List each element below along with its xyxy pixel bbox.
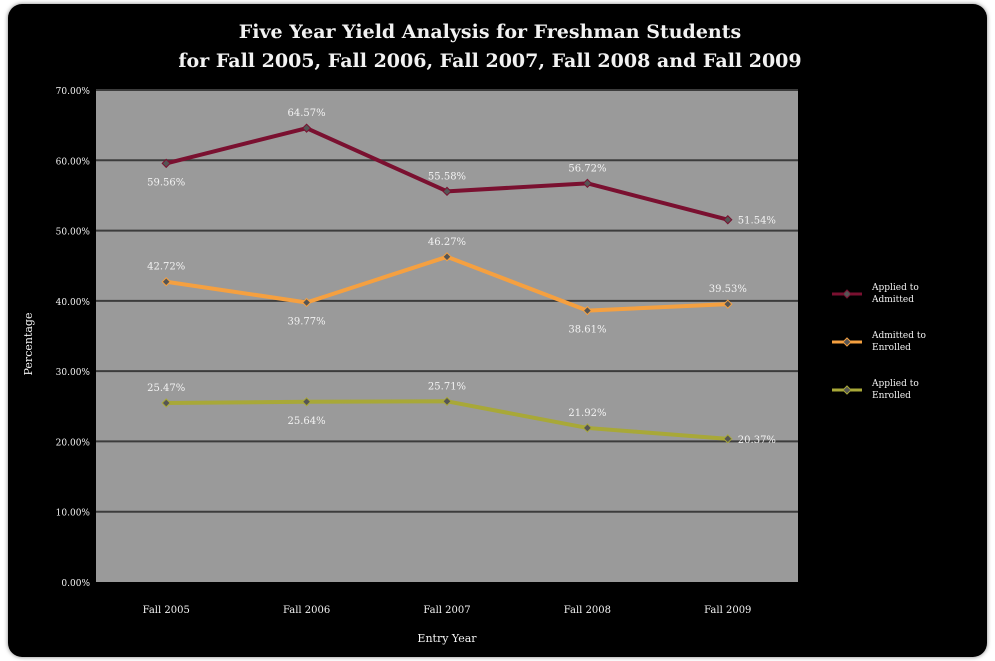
legend: Applied to Admitted Admitted to Enrolled App… [832,283,926,401]
chart-title-line-1: Five Year Yield Analysis for Freshman St… [239,21,741,43]
x-axis-label: Entry Year [417,632,477,645]
y-tick-label: 70.00% [56,87,91,97]
data-point [161,158,171,169]
legend-label: Admitted [871,295,914,305]
x-tick-label: Fall 2006 [283,605,330,616]
x-tick-label: Fall 2007 [423,605,470,616]
x-tick-label: Fall 2005 [143,605,190,616]
y-tick-label: 50.00% [56,228,91,238]
y-tick-label: 60.00% [56,157,91,167]
data-label-layer: 59.56% 64.57% 55.58% 56.72% 51.54% 42.72% 39.7… [147,108,776,446]
legend-label: Enrolled [872,391,911,401]
legend-label: Enrolled [872,343,911,353]
data-point [301,297,312,308]
legend-marker [842,337,852,347]
data-point [442,252,452,262]
legend-marker [842,385,852,395]
data-point [161,277,171,287]
data-point [723,215,733,225]
x-tick-label: Fall 2009 [704,605,751,616]
data-label: 55.58% [428,171,466,182]
legend-label: Applied to [871,379,919,389]
data-point [723,434,733,444]
legend-label: Applied to [871,283,919,293]
y-axis-ticks: 0.00% 10.00% 20.00% 30.00% 40.00% 50.00% 60.00… [56,87,91,589]
data-label: 56.72% [568,163,606,174]
data-label: 51.54% [738,216,776,227]
grid-lines [96,89,798,513]
y-tick-label: 0.00% [61,579,90,589]
chart-frame: Five Year Yield Analysis for Freshman St… [8,4,987,657]
data-point [582,305,593,316]
series-layer [161,123,733,444]
data-label: 21.92% [568,408,606,419]
data-point [582,178,593,189]
y-tick-label: 40.00% [56,298,91,308]
data-label: 39.53% [709,284,747,295]
data-label: 64.57% [288,108,326,119]
data-point [723,299,733,309]
y-tick-label: 20.00% [56,438,91,448]
legend-label: Admitted to [871,331,926,341]
line-chart: Five Year Yield Analysis for Freshman St… [22,21,926,645]
data-point [161,398,171,408]
y-tick-label: 10.00% [56,509,91,519]
data-label: 25.64% [288,416,326,427]
data-point [301,123,312,133]
data-label: 25.47% [147,383,185,394]
data-label: 39.77% [288,316,326,327]
data-point [301,397,312,407]
data-point [442,186,452,197]
legend-marker [842,289,852,299]
data-label: 20.37% [738,435,776,446]
chart-title-line-2: for Fall 2005, Fall 2006, Fall 2007, Fal… [178,50,801,72]
y-tick-label: 30.00% [56,368,91,378]
data-label: 38.61% [568,325,606,336]
y-axis-label: Percentage [22,313,35,376]
plot-area [96,90,798,582]
x-axis-ticks: Fall 2005 Fall 2006 Fall 2007 Fall 2008 Fall… [143,605,752,616]
data-point [582,423,593,433]
data-label: 42.72% [147,262,185,273]
data-label: 59.56% [147,177,185,188]
data-label: 46.27% [428,237,466,248]
data-point [442,396,452,407]
x-tick-label: Fall 2008 [564,605,611,616]
data-label: 25.71% [428,381,466,392]
